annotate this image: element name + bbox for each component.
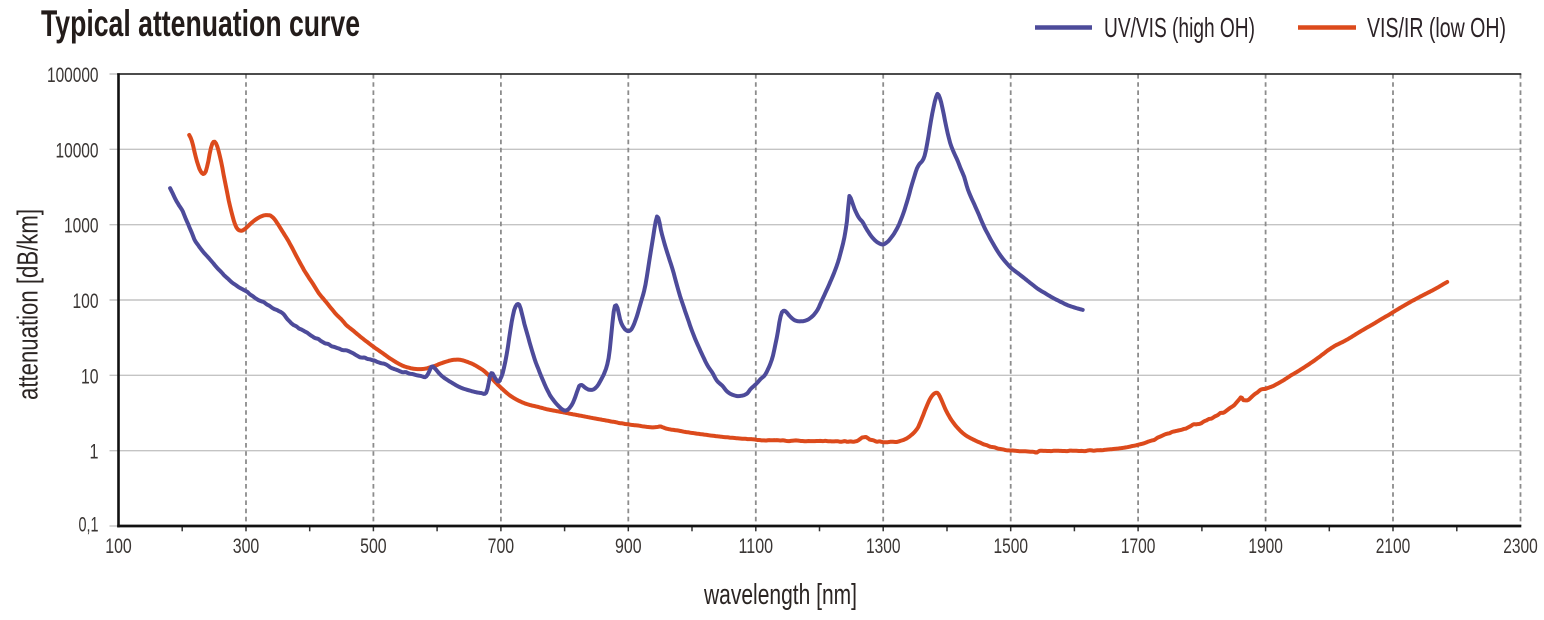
svg-text:500: 500 — [360, 535, 387, 558]
svg-text:0,1: 0,1 — [79, 514, 99, 537]
svg-text:100: 100 — [73, 290, 99, 313]
svg-text:VIS/IR (low OH): VIS/IR (low OH) — [1367, 12, 1506, 43]
svg-text:1100: 1100 — [739, 535, 774, 558]
svg-text:wavelength [nm]: wavelength [nm] — [703, 579, 857, 611]
svg-text:UV/VIS (high OH): UV/VIS (high OH) — [1104, 12, 1255, 43]
svg-text:1000: 1000 — [64, 215, 99, 238]
svg-text:700: 700 — [488, 535, 515, 558]
svg-text:2300: 2300 — [1503, 535, 1538, 558]
svg-text:Typical attenuation curve: Typical attenuation curve — [41, 3, 360, 44]
svg-text:900: 900 — [615, 535, 642, 558]
svg-text:10: 10 — [81, 365, 99, 388]
svg-text:1300: 1300 — [866, 535, 901, 558]
svg-text:1900: 1900 — [1248, 535, 1283, 558]
svg-text:10000: 10000 — [56, 139, 99, 162]
svg-text:1: 1 — [90, 441, 99, 464]
svg-text:2100: 2100 — [1376, 535, 1411, 558]
svg-text:1700: 1700 — [1121, 535, 1156, 558]
svg-text:100000: 100000 — [47, 64, 99, 87]
svg-text:attenuation [dB/km]: attenuation [dB/km] — [13, 209, 45, 400]
svg-text:100: 100 — [105, 535, 132, 558]
svg-text:300: 300 — [233, 535, 260, 558]
svg-text:1500: 1500 — [993, 535, 1028, 558]
